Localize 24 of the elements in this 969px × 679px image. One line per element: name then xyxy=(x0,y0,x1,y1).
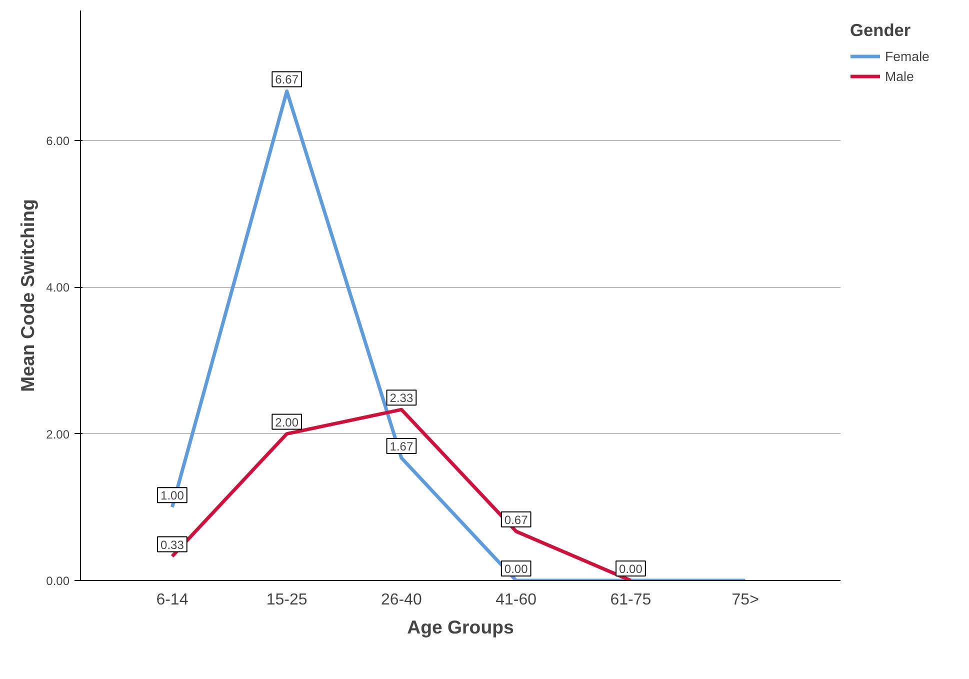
x-tick-label: 75> xyxy=(732,592,759,608)
data-label: 2.33 xyxy=(390,391,414,406)
x-tick-label: 26-40 xyxy=(381,592,422,608)
data-label: 0.00 xyxy=(619,562,643,576)
data-label: 2.00 xyxy=(275,415,299,430)
x-axis-title: Age Groups xyxy=(407,616,514,638)
y-axis-title: Mean Code Switching xyxy=(17,199,38,392)
y-tick-label: 6.00 xyxy=(46,134,70,148)
y-tick-label: 4.00 xyxy=(46,280,70,295)
x-tick-label: 61-75 xyxy=(610,592,652,608)
y-tick-label: 2.00 xyxy=(46,427,70,442)
legend-label: Female xyxy=(885,48,930,64)
data-label: 0.33 xyxy=(160,538,184,552)
data-label: 0.00 xyxy=(504,562,528,576)
data-label: 1.00 xyxy=(160,488,184,503)
x-tick-label: 6-14 xyxy=(156,592,188,608)
y-tick-label: 0.00 xyxy=(46,574,70,588)
legend-label: Male xyxy=(885,68,914,84)
data-label: 0.67 xyxy=(504,512,528,527)
data-label: 6.67 xyxy=(275,72,299,87)
x-tick-label: 15-25 xyxy=(266,592,308,608)
legend-title: Gender xyxy=(850,20,912,41)
data-label: 1.67 xyxy=(390,439,414,454)
x-tick-label: 41-60 xyxy=(496,592,537,608)
